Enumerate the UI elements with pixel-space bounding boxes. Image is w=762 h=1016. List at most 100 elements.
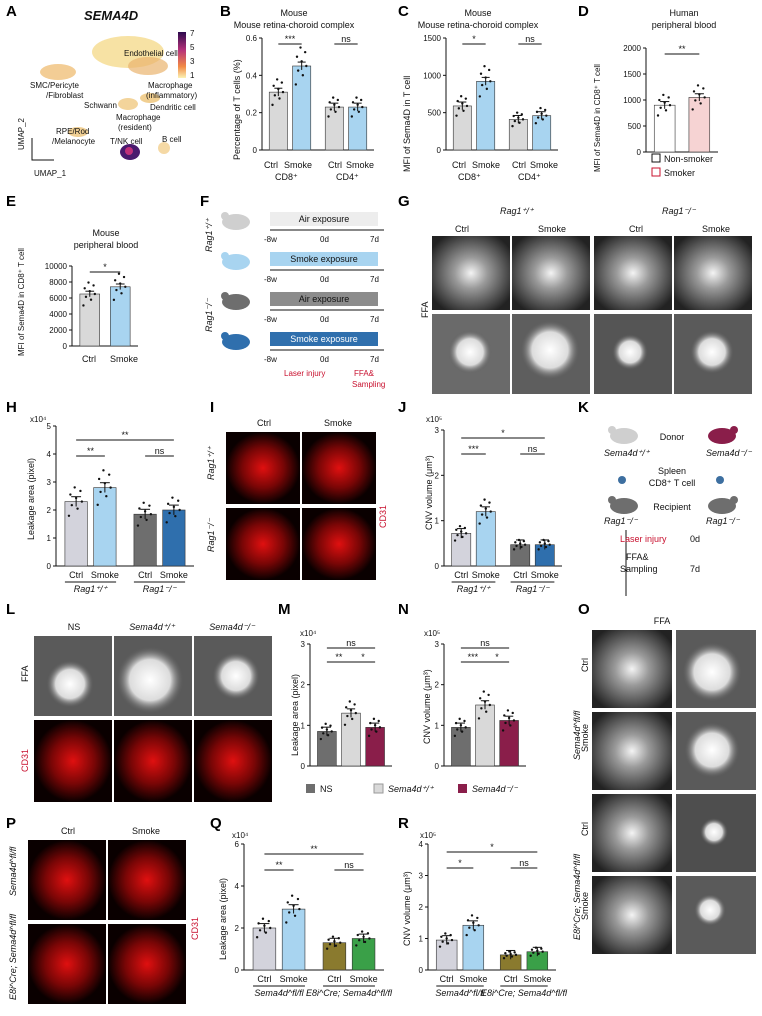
sig-label-N-2: *	[495, 652, 499, 662]
point-M-2-6	[370, 728, 373, 731]
bar-H-3	[162, 509, 186, 567]
point-R-3-5	[541, 950, 544, 953]
y-tick-label-C-2: 1000	[423, 71, 441, 80]
point-C-0-7	[462, 109, 465, 112]
mn-legend-wt: Sema4d⁺/⁺	[388, 784, 435, 794]
bar-R-1	[462, 924, 485, 971]
f-event-laser: Laser injury	[284, 369, 325, 378]
o-zoom-spot-3	[700, 818, 728, 846]
umap-cluster-smc	[40, 64, 76, 80]
point-H-1-1	[102, 469, 105, 472]
bar-R-0	[435, 939, 458, 971]
cat-label-H-3: Smoke	[160, 570, 188, 580]
b-title: Mouse	[280, 8, 307, 18]
f-genotype-ko: Rag1⁻/⁻	[204, 297, 214, 332]
chart-panel-b: 0 0.2 0.4 0.6 *** ns	[246, 34, 374, 155]
p-img-e8i-ctrl	[28, 924, 106, 1004]
point-D-0-1	[662, 93, 665, 97]
umap-ylabel: UMAP_2	[17, 117, 26, 150]
point-H-0-2	[79, 489, 82, 493]
panel-label-d: D	[578, 3, 589, 20]
point-R-2-1	[508, 950, 511, 953]
e-ylabel: MFI of Sema4D in CD8⁺ T cell	[17, 248, 26, 356]
chart-panel-h: 0 1 2 3 4 5 ** ** ns Ctrl Smoke Ctrl Smoke Rag1⁺/⁺ Rag…	[47, 422, 194, 594]
point-B-3-4	[356, 103, 359, 106]
umap-cluster-rpe	[68, 127, 88, 137]
cat-label-J-2: Ctrl	[513, 570, 527, 580]
panel-label-o: O	[578, 601, 590, 618]
g-ffa-wt-smoke	[512, 236, 590, 310]
c-cond-ctrl-2: Ctrl	[512, 160, 526, 170]
p-cond-smoke: Smoke	[132, 826, 160, 836]
point-E-1-3	[113, 279, 117, 282]
y-tick-label-J-3: 3	[435, 426, 440, 435]
point-N-2-6	[504, 721, 507, 725]
point-Q-3-4	[362, 935, 365, 938]
f-event-ffa: FFA&	[354, 369, 375, 378]
bar-M-1	[341, 712, 361, 767]
y-tick-label-R-2: 2	[419, 903, 424, 912]
point-B-0-5	[281, 90, 285, 94]
y-tick-label-H-2: 2	[47, 506, 52, 515]
q-exponent: x10⁴	[232, 831, 249, 840]
point-B-1-0	[294, 83, 298, 86]
point-J-3-0	[537, 548, 540, 551]
point-B-1-2	[303, 50, 307, 54]
h-exponent: x10⁴	[30, 415, 47, 424]
f-time-8w-1: -8w	[264, 235, 277, 244]
p-cond-ctrl: Ctrl	[61, 826, 75, 836]
point-J-2-3	[514, 541, 517, 544]
sig-label-J-0: *	[501, 428, 505, 438]
umap-cluster-endothelial-2	[128, 57, 168, 75]
l-cd31-ko	[194, 720, 272, 802]
b-cond-ctrl-2: Ctrl	[328, 160, 342, 170]
sig-label-E-0: *	[103, 262, 107, 272]
point-Q-1-7	[293, 914, 297, 917]
point-Q-3-1	[360, 930, 364, 933]
y-tick-label-B-2: 0.4	[246, 71, 258, 80]
cat-label-H-1: Smoke	[91, 570, 119, 580]
f-event-sampling: Sampling	[352, 380, 385, 389]
point-E-1-6	[115, 288, 118, 292]
bar-N-2	[499, 720, 519, 767]
r-exponent: x10⁵	[420, 831, 436, 840]
bar-E-0	[79, 293, 100, 347]
point-N-1-1	[482, 690, 485, 693]
y-tick-label-E-4: 8000	[49, 278, 67, 287]
umap-label-macrophage-infl: Macrophage	[148, 81, 193, 90]
k-donor-mouse-ko-icon	[708, 426, 738, 444]
point-N-0-0	[453, 734, 457, 738]
d-legend-smoker: Smoker	[664, 168, 695, 178]
f-time-8w-4: -8w	[264, 355, 277, 364]
point-M-1-1	[348, 700, 351, 703]
point-Q-3-2	[366, 932, 370, 935]
point-R-2-6	[505, 954, 508, 957]
point-N-1-6	[480, 707, 483, 710]
point-R-0-5	[450, 938, 454, 942]
point-R-0-4	[445, 937, 448, 940]
point-C-0-5	[465, 104, 469, 108]
point-M-1-6	[346, 714, 349, 718]
sig-label-Q-1: **	[275, 860, 283, 870]
point-B-3-7	[357, 110, 361, 113]
sig-label-M-1: **	[335, 652, 343, 662]
point-E-0-1	[87, 281, 90, 284]
b-group-cd4: CD4⁺	[336, 172, 359, 182]
point-E-0-5	[93, 292, 97, 296]
point-R-3-0	[529, 954, 532, 957]
point-B-3-5	[361, 105, 364, 109]
bar-C-2	[508, 119, 528, 151]
umap-label-infl: (inflammatory)	[146, 91, 197, 100]
k-donor-ko: Sema4d⁻/⁻	[706, 448, 753, 458]
k-recipient: Recipient	[653, 502, 691, 512]
umap-cluster-bcell	[158, 142, 170, 154]
cat-label-Q-2: Ctrl	[327, 974, 341, 984]
point-C-0-6	[457, 107, 461, 110]
point-D-0-6	[659, 106, 662, 109]
point-Q-0-2	[267, 919, 270, 923]
group-label-R-1: E8i^Cre; Sema4d^fl/fl	[481, 988, 568, 998]
bar-J-1	[475, 511, 496, 567]
panel-f-timeline: Rag1⁺/⁺ Rag1⁻/⁻ Air exposure Smoke expos…	[204, 212, 385, 389]
point-R-1-1	[470, 914, 474, 917]
mouse-icon-4	[221, 332, 250, 350]
